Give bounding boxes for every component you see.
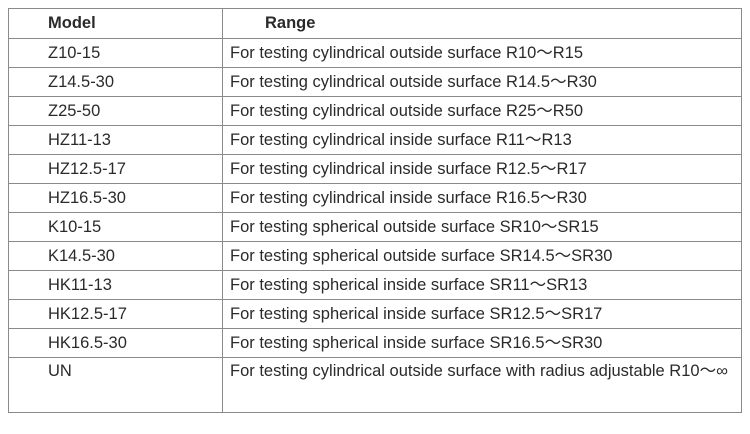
model-cell: HZ11-13 xyxy=(8,125,223,155)
range-cell: For testing cylindrical inside surface R… xyxy=(222,125,742,155)
table-row: HZ12.5-17 For testing cylindrical inside … xyxy=(8,154,742,184)
model-cell: HZ16.5-30 xyxy=(8,183,223,213)
range-cell: For testing cylindrical outside surface … xyxy=(222,357,742,413)
range-cell: For testing spherical inside surface SR1… xyxy=(222,270,742,300)
model-cell: K14.5-30 xyxy=(8,241,223,271)
range-cell: For testing spherical outside surface SR… xyxy=(222,241,742,271)
range-cell: For testing spherical inside surface SR1… xyxy=(222,299,742,329)
range-cell: For testing cylindrical inside surface R… xyxy=(222,154,742,184)
range-cell: For testing cylindrical outside surface … xyxy=(222,67,742,97)
table-row: Z10-15 For testing cylindrical outside su… xyxy=(8,38,742,68)
header-row: Model Range xyxy=(8,8,742,39)
table-row: HK16.5-30 For testing spherical inside su… xyxy=(8,328,742,358)
table-row: UN For testing cylindrical outside surfac… xyxy=(8,357,742,413)
table-row: Z25-50 For testing cylindrical outside su… xyxy=(8,96,742,126)
model-cell: Z10-15 xyxy=(8,38,223,68)
model-cell: Z25-50 xyxy=(8,96,223,126)
range-cell: For testing spherical inside surface SR1… xyxy=(222,328,742,358)
model-cell: HK11-13 xyxy=(8,270,223,300)
range-cell: For testing cylindrical inside surface R… xyxy=(222,183,742,213)
table-row: Z14.5-30 For testing cylindrical outside … xyxy=(8,67,742,97)
range-cell: For testing spherical outside surface SR… xyxy=(222,212,742,242)
model-cell: HZ12.5-17 xyxy=(8,154,223,184)
table-row: HK11-13 For testing spherical inside surf… xyxy=(8,270,742,300)
model-cell: UN xyxy=(8,357,223,413)
header-range: Range xyxy=(222,8,742,39)
model-cell: K10-15 xyxy=(8,212,223,242)
header-model: Model xyxy=(8,8,223,39)
table-row: K10-15 For testing spherical outside surf… xyxy=(8,212,742,242)
model-range-table: Model Range Z10-15 For testing cylindrica… xyxy=(8,8,742,413)
table-row: HZ11-13 For testing cylindrical inside su… xyxy=(8,125,742,155)
model-cell: HK12.5-17 xyxy=(8,299,223,329)
table-row: HK12.5-17 For testing spherical inside su… xyxy=(8,299,742,329)
table-row: HZ16.5-30 For testing cylindrical inside … xyxy=(8,183,742,213)
range-cell: For testing cylindrical outside surface … xyxy=(222,38,742,68)
model-cell: Z14.5-30 xyxy=(8,67,223,97)
model-cell: HK16.5-30 xyxy=(8,328,223,358)
table-row: K14.5-30 For testing spherical outside su… xyxy=(8,241,742,271)
range-cell: For testing cylindrical outside surface … xyxy=(222,96,742,126)
